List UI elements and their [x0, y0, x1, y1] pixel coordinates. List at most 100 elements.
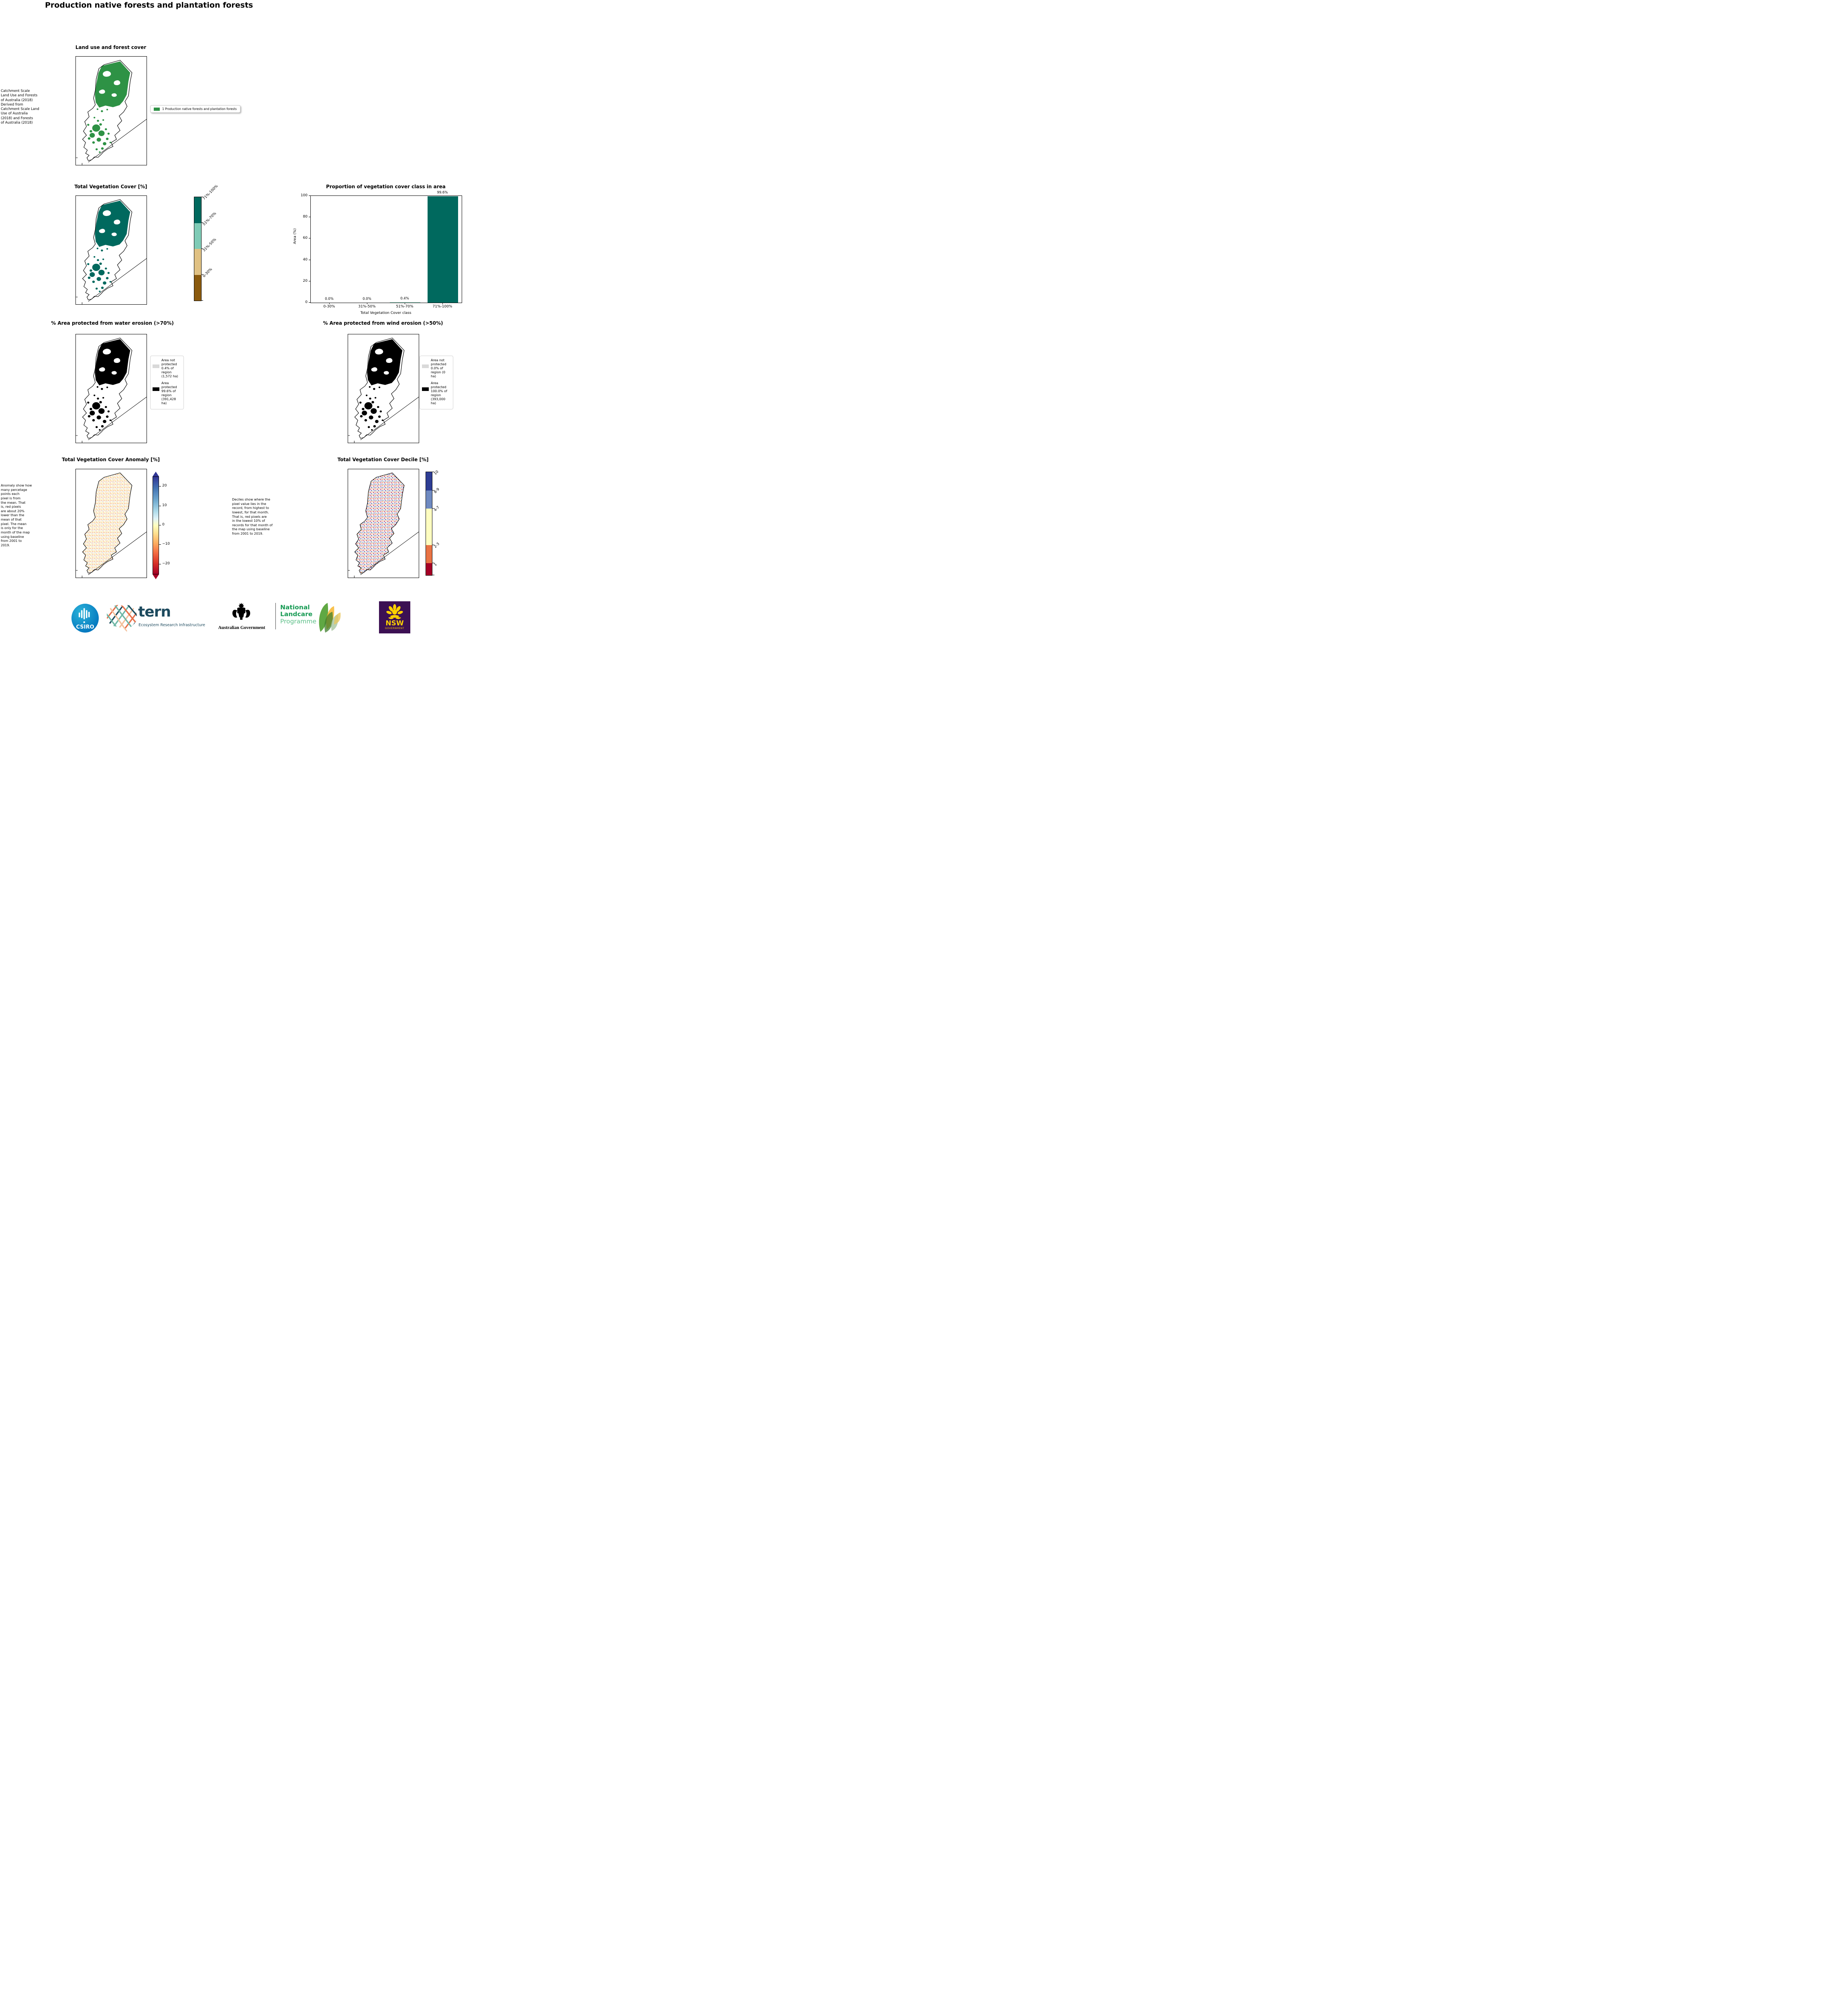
tern-wordmark: tern — [138, 604, 171, 620]
anomaly-note: Anomaly show how many percetage points e… — [1, 484, 32, 547]
landuse-map — [75, 56, 147, 165]
proportion-chart-plot — [310, 195, 462, 303]
bar-value-1: 0.0% — [363, 297, 371, 301]
decile-map — [348, 469, 419, 578]
landuse-map-figure — [76, 60, 147, 165]
bar-51-70 — [390, 302, 420, 303]
tern-subtitle: Ecosystem Research Infrastructure — [139, 623, 206, 627]
xtick-0-30: 0-30% — [323, 305, 335, 309]
proportion-chart-ylabel: Area (%) — [293, 228, 297, 244]
wind-notprotected-label: Area not protected 0.0% of region (0 ha) — [431, 358, 446, 378]
wind-legend-item-protected: Area protected 100.0% of region (393,000… — [422, 381, 451, 405]
bar-value-0: 0.0% — [325, 297, 334, 301]
water-legend-item-notprotected: Area not protected 0.4% of region (1,572… — [153, 358, 181, 379]
nsw-wordmark: NSW — [385, 619, 404, 627]
national-landcare-wordmark: National Landcare Programme — [280, 604, 316, 625]
decile-seg-2-3 — [426, 545, 432, 563]
decile-seg-10 — [426, 472, 432, 491]
nsw-government-label: GOVERNMENT — [385, 627, 404, 630]
nlp-line1: National — [280, 604, 310, 611]
water-legend-item-protected: Area protected 99.6% of region (391,428 … — [153, 381, 181, 405]
decile-colorbar — [426, 472, 432, 576]
anomaly-tick-m20: −20 — [162, 562, 170, 566]
anomaly-colorbar-arrow-up — [153, 472, 159, 476]
decile-label-8-9: 8-9 — [433, 487, 440, 495]
tvc-map-figure — [76, 199, 147, 304]
tvc-colorbar-seg-0-30 — [194, 275, 201, 301]
landuse-legend-swatch — [154, 107, 160, 111]
ytick-0: 0 — [305, 300, 308, 304]
ytick-100: 100 — [300, 193, 308, 197]
tvc-colorbar-seg-51-70 — [194, 223, 201, 249]
australian-government-label: Australian Government — [218, 625, 265, 630]
anomaly-tick-m10: −10 — [162, 542, 170, 546]
decile-title: Total Vegetation Cover Decile [%] — [337, 457, 429, 462]
landuse-legend: 1 Production native forests and plantati… — [150, 105, 240, 113]
decile-seg-4-7 — [426, 509, 432, 545]
xtick-31-50: 31%-50% — [358, 305, 376, 309]
decile-label-2-3: 2-3 — [433, 542, 440, 549]
tvc-class-label-1: 71%-100% — [202, 184, 219, 201]
bar-value-2: 0.4% — [400, 297, 409, 301]
tvc-cbar-tick — [201, 248, 203, 249]
wind-protected-swatch — [422, 387, 429, 391]
xtick-71-100: 71%-100% — [432, 305, 452, 309]
australian-government-crest-icon — [232, 603, 251, 620]
tvc-class-label-4: 0-30% — [202, 267, 214, 279]
tvc-title: Total Vegetation Cover [%] — [74, 184, 147, 189]
svg-text:CSIRO: CSIRO — [76, 624, 94, 630]
anomaly-tick-10: 10 — [162, 503, 167, 507]
wind-legend: Area not protected 0.0% of region (0 ha)… — [420, 356, 453, 409]
tvc-map — [75, 195, 147, 305]
xtick-51-70: 51%-70% — [396, 305, 414, 309]
decile-map-figure — [348, 472, 419, 578]
water-protected-swatch — [153, 387, 159, 391]
tvc-colorbar-seg-31-50 — [194, 249, 201, 275]
decile-label-10: 10 — [433, 470, 440, 476]
ytick-60: 60 — [303, 236, 308, 240]
nsw-government-logo: NSW GOVERNMENT — [379, 601, 410, 633]
water-legend: Area not protected 0.4% of region (1,572… — [150, 356, 184, 409]
decile-seg-8-9 — [426, 491, 432, 509]
wind-legend-item-notprotected: Area not protected 0.0% of region (0 ha) — [422, 358, 451, 379]
nlp-line2: Landcare — [280, 611, 313, 618]
anomaly-map — [75, 469, 147, 578]
nsw-waratah-icon — [386, 604, 403, 619]
tvc-cbar-tick — [201, 300, 203, 301]
tvc-class-label-2: 51%-70% — [202, 211, 218, 227]
landuse-title: Land use and forest cover — [75, 45, 147, 50]
anomaly-title: Total Vegetation Cover Anomaly [%] — [62, 457, 160, 462]
report-page: Production native forests and plantation… — [0, 0, 462, 634]
csiro-logo: CSIRO — [71, 604, 99, 633]
water-title: % Area protected from water erosion (>70… — [51, 320, 174, 326]
ytick-40: 40 — [303, 258, 308, 262]
decile-note: Deciles show where the pixel value lies … — [232, 498, 273, 535]
tvc-cbar-tick — [201, 274, 203, 275]
anomaly-tick-20: 20 — [162, 484, 167, 488]
proportion-chart-title: Proportion of vegetation cover class in … — [326, 184, 446, 189]
tvc-colorbar — [194, 197, 202, 301]
water-protected-label: Area protected 99.6% of region (391,428 … — [161, 381, 177, 405]
landcare-leaves-icon — [319, 603, 341, 633]
wind-notprotected-swatch — [422, 364, 429, 368]
footer-divider — [275, 603, 276, 629]
wind-map-figure — [348, 338, 419, 443]
anomaly-colorbar-arrow-down — [153, 574, 159, 579]
landuse-source-note: Catchment Scale Land Use and Forests of … — [1, 89, 39, 125]
tvc-colorbar-seg-71-100 — [194, 197, 201, 223]
water-notprotected-label: Area not protected 0.4% of region (1,572… — [161, 358, 178, 378]
ytick-20: 20 — [303, 279, 308, 283]
tvc-cbar-tick — [201, 222, 203, 223]
tern-australia-icon — [107, 605, 137, 632]
anomaly-colorbar — [153, 476, 159, 574]
ytick-80: 80 — [303, 215, 308, 219]
decile-label-1: 1 — [433, 562, 438, 567]
anomaly-map-figure — [76, 472, 147, 578]
wind-protected-label: Area protected 100.0% of region (393,000… — [431, 381, 447, 405]
water-map — [75, 334, 147, 443]
bar-71-100 — [428, 196, 458, 303]
bar-value-3: 99.6% — [437, 191, 448, 195]
page-title: Production native forests and plantation… — [45, 1, 253, 10]
proportion-chart-xlabel: Total Vegetation Cover class — [360, 311, 412, 315]
nlp-line3: Programme — [280, 617, 317, 625]
